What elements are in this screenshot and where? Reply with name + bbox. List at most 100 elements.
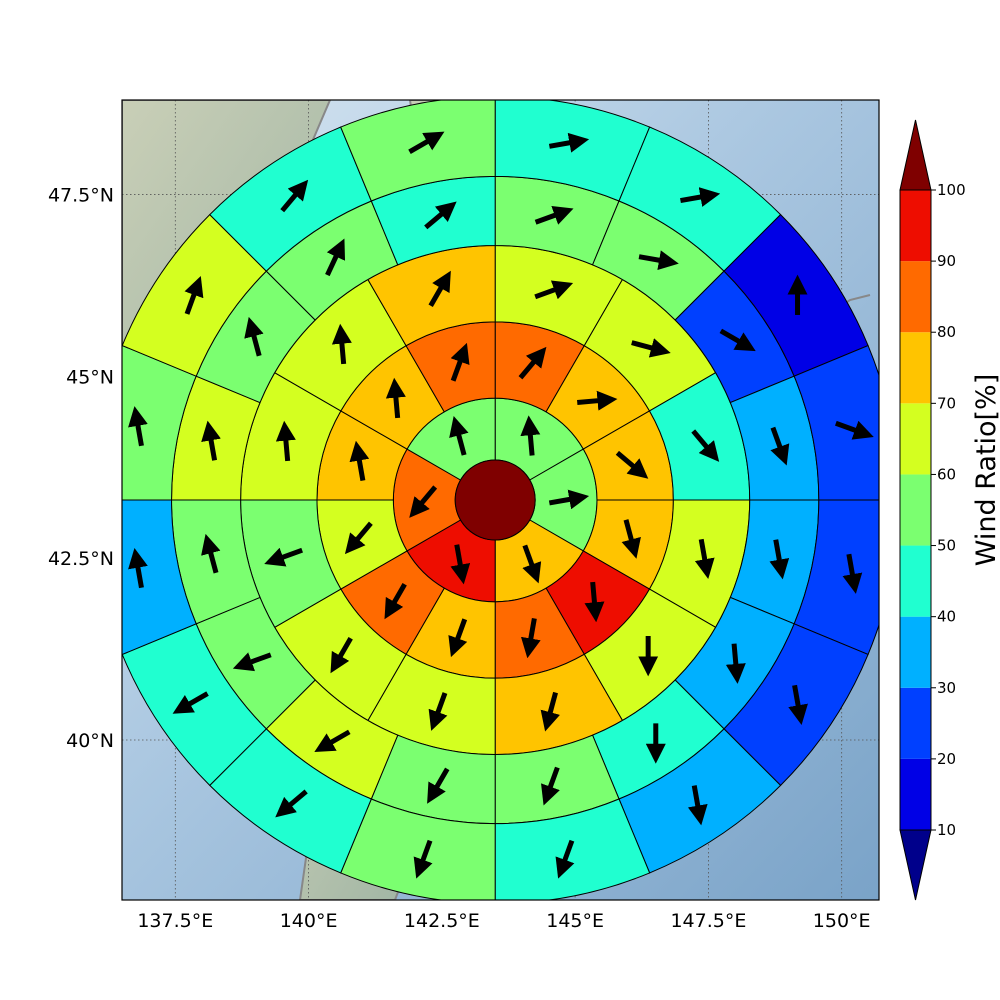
x-tick-label: 142.5°E — [404, 910, 480, 932]
wind-arrow — [520, 618, 541, 659]
y-tick-label: 47.5°N — [48, 185, 114, 207]
colorbar-tick-label: 70 — [937, 394, 956, 412]
x-axis-ticks: 137.5°E 140°E 142.5°E 145°E 147.5°E 150°E — [137, 910, 870, 932]
wind-arrow — [631, 338, 671, 358]
arrows-layer — [128, 131, 874, 879]
wind-arrow — [534, 280, 574, 300]
x-tick-label: 137.5°E — [137, 910, 213, 932]
colorbar-swatch — [900, 190, 931, 262]
wind-arrow — [408, 131, 445, 155]
wind-arrow — [344, 521, 373, 555]
wind-arrow — [534, 205, 574, 225]
wind-arrow — [385, 377, 406, 419]
y-tick-label: 40°N — [66, 730, 114, 752]
wind-arrow — [687, 785, 708, 826]
ring-sector — [340, 100, 496, 202]
colorbar-tick-label: 100 — [937, 181, 966, 199]
wind-arrow — [428, 270, 451, 307]
wind-arrow — [314, 729, 351, 753]
wind-arrow — [128, 406, 148, 447]
wind-arrow — [280, 179, 309, 213]
map-area — [122, 100, 879, 900]
wind-arrow — [540, 691, 560, 732]
wind-arrow — [201, 533, 221, 574]
wind-arrow — [448, 618, 468, 658]
wind-arrow — [275, 789, 308, 818]
wind-arrow — [577, 390, 618, 411]
sectors-layer — [122, 100, 879, 900]
wind-arrow — [769, 539, 790, 580]
wind-arrow — [413, 839, 433, 879]
colorbar-swatch — [900, 261, 931, 333]
wind-arrow — [264, 547, 304, 567]
wind-arrow — [184, 276, 204, 315]
wind-arrow — [555, 839, 575, 879]
colorbar-swatch — [900, 687, 931, 759]
wind-arrow — [834, 420, 874, 440]
wind-arrow — [842, 553, 863, 594]
wind-arrow — [541, 766, 560, 806]
map-frame — [121, 99, 880, 901]
y-axis-ticks: 47.5°N 45°N 42.5°N 40°N — [48, 185, 114, 752]
wind-arrow — [232, 652, 272, 672]
x-tick-label: 145°E — [546, 910, 604, 932]
wind-arrow — [128, 547, 148, 589]
wind-arrow — [325, 238, 346, 277]
colorbar-tick-label: 40 — [937, 608, 956, 626]
wind-arrow — [770, 426, 790, 466]
colorbar-swatch — [900, 403, 931, 475]
wind-arrow — [520, 415, 541, 456]
colorbar-frame — [899, 189, 932, 831]
wind-arrow — [788, 684, 808, 726]
wind-arrow — [719, 328, 756, 352]
colorbar-swatch — [900, 616, 931, 688]
wind-arrow — [638, 250, 679, 271]
wind-arrow — [424, 201, 457, 230]
wind-arrow — [172, 691, 209, 714]
x-tick-label: 150°E — [813, 910, 871, 932]
colorbar-swatch — [900, 474, 931, 546]
colorbar-tick-label: 20 — [937, 750, 956, 768]
wind-arrow — [584, 581, 605, 623]
wind-arrow — [450, 342, 470, 382]
colorbar-swatch — [900, 332, 931, 404]
wind-arrow — [548, 132, 590, 153]
wind-arrow — [330, 637, 353, 674]
wind-arrow — [428, 692, 448, 731]
wind-arrow — [725, 643, 746, 684]
wind-arrow — [680, 187, 721, 207]
x-tick-label: 140°E — [280, 910, 338, 932]
wind-arrow — [450, 544, 471, 585]
wind-arrow — [275, 420, 296, 462]
wind-arrow — [244, 316, 264, 357]
colorbar-swatch — [900, 758, 931, 830]
wind-arrow — [384, 583, 407, 620]
wind-arrow — [349, 440, 370, 481]
colorbar-extend-min — [899, 829, 932, 901]
colorbar-tick-label: 60 — [937, 465, 956, 483]
colorbar-tick-label: 50 — [937, 537, 956, 555]
wind-arrow — [427, 767, 450, 804]
wind-arrow — [691, 429, 720, 462]
colorbar-extend-max — [899, 119, 932, 191]
wind-arrow — [409, 485, 438, 518]
colorbar-label: Wind Ratio[%] — [971, 374, 1000, 566]
wind-arrow — [331, 323, 352, 365]
colorbar: 10 20 30 40 50 60 70 80 90 100 — [899, 119, 966, 901]
wind-arrow — [522, 544, 542, 584]
colorbar-tick-label: 30 — [937, 679, 956, 697]
colorbar-tick-label: 90 — [937, 252, 956, 270]
colorbar-swatch — [900, 545, 931, 617]
wind-arrow — [449, 416, 469, 456]
wind-arrow — [201, 420, 221, 461]
wind-arrow — [518, 346, 547, 380]
x-tick-label: 147.5°E — [670, 910, 746, 932]
wind-arrow — [694, 538, 715, 579]
wind-arrow — [548, 489, 590, 510]
colorbar-tick-label: 10 — [937, 821, 956, 839]
center-disk — [454, 459, 536, 541]
y-tick-label: 42.5°N — [48, 548, 114, 570]
wind-arrow — [621, 519, 641, 559]
colorbar-tick-label: 80 — [937, 323, 956, 341]
